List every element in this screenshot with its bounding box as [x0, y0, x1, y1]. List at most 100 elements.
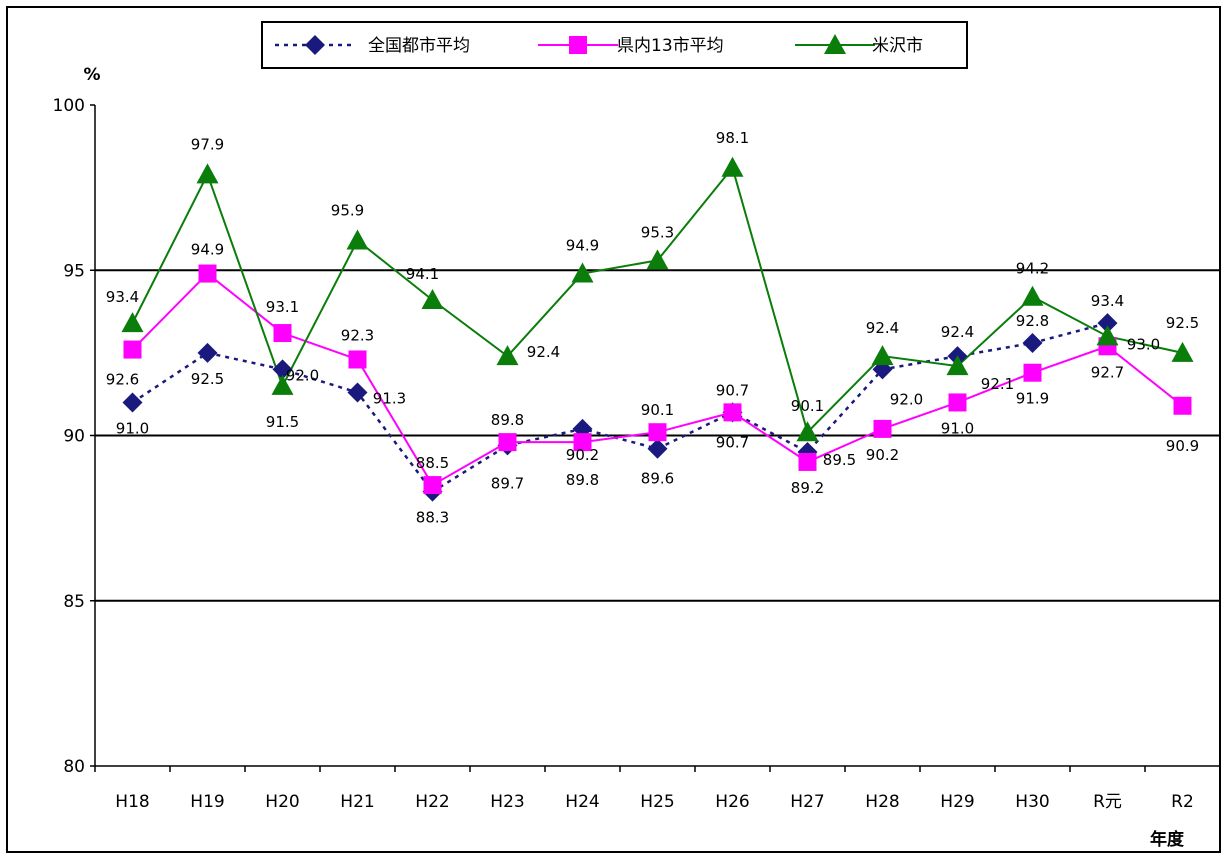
data-label: 92.4 — [866, 319, 899, 337]
data-label: 92.7 — [1091, 363, 1124, 381]
x-tick-label: H18 — [115, 792, 149, 812]
data-label: 94.2 — [1016, 260, 1049, 278]
data-label: 92.4 — [527, 343, 560, 361]
data-label: 97.9 — [191, 135, 224, 153]
data-label: 92.0 — [890, 390, 923, 408]
data-point-2 — [346, 229, 369, 250]
y-tick-label: 95 — [63, 261, 85, 281]
x-tick-label: R元 — [1093, 792, 1122, 812]
data-label: 89.6 — [641, 470, 674, 488]
data-point-1 — [948, 393, 967, 412]
data-label: 92.8 — [1016, 312, 1049, 330]
data-point-0 — [272, 359, 293, 380]
data-point-2 — [271, 374, 294, 395]
legend-label: 全国都市平均 — [368, 36, 470, 56]
legend-label: 米沢市 — [872, 36, 923, 56]
data-label: 91.9 — [1016, 390, 1049, 408]
data-label: 92.6 — [106, 371, 139, 389]
data-label: 90.1 — [791, 397, 824, 415]
data-label: 90.9 — [1166, 437, 1199, 455]
data-point-2 — [1171, 341, 1194, 362]
data-point-2 — [796, 421, 819, 442]
data-point-0 — [1097, 313, 1118, 334]
x-unit-label: 年度 — [1150, 829, 1185, 850]
data-point-1 — [573, 433, 592, 452]
data-label: 92.4 — [941, 323, 974, 341]
data-label: 89.2 — [791, 479, 824, 497]
data-label: 93.4 — [106, 288, 139, 306]
data-label: 92.1 — [981, 375, 1014, 393]
data-label: 92.3 — [341, 326, 374, 344]
data-label: 89.7 — [491, 474, 524, 492]
y-tick-label: 100 — [53, 96, 85, 116]
legend-marker-0 — [305, 35, 325, 55]
data-point-1 — [1173, 396, 1192, 415]
x-tick-label: H28 — [865, 792, 899, 812]
data-point-1 — [648, 423, 667, 442]
x-tick-label: H20 — [265, 792, 299, 812]
data-point-1 — [198, 264, 217, 283]
x-tick-label: H25 — [640, 792, 674, 812]
legend-marker-1 — [569, 36, 587, 54]
x-tick-label: H26 — [715, 792, 749, 812]
data-label: 90.2 — [866, 446, 899, 464]
data-label: 93.4 — [1091, 292, 1124, 310]
x-tick-label: H30 — [1015, 792, 1049, 812]
x-tick-label: H29 — [940, 792, 974, 812]
data-point-2 — [1021, 285, 1044, 306]
data-label: 89.8 — [566, 471, 599, 489]
data-point-0 — [347, 382, 368, 403]
y-tick-label: 85 — [63, 592, 85, 612]
x-tick-label: H27 — [790, 792, 824, 812]
data-label: 90.2 — [566, 446, 599, 464]
data-label: 94.1 — [406, 265, 439, 283]
data-label: 88.3 — [416, 509, 449, 527]
data-point-0 — [647, 438, 668, 459]
data-label: 90.7 — [716, 433, 749, 451]
data-point-1 — [123, 340, 142, 359]
x-tick-label: R2 — [1171, 792, 1194, 812]
data-label: 91.5 — [266, 413, 299, 431]
data-label: 95.9 — [331, 202, 364, 220]
data-label: 94.9 — [566, 237, 599, 255]
data-point-2 — [571, 262, 594, 283]
data-label: 91.0 — [116, 419, 149, 437]
data-label: 91.0 — [941, 419, 974, 437]
data-point-1 — [873, 419, 892, 438]
legend-label: 県内13市平均 — [617, 36, 724, 56]
data-point-2 — [121, 312, 144, 333]
data-label: 89.5 — [823, 451, 856, 469]
data-label: 93.0 — [1127, 335, 1160, 353]
data-point-1 — [498, 433, 517, 452]
data-point-1 — [1023, 363, 1042, 382]
data-point-1 — [348, 350, 367, 369]
x-tick-label: H23 — [490, 792, 524, 812]
data-point-0 — [122, 392, 143, 413]
data-point-0 — [197, 342, 218, 363]
data-label: 91.3 — [373, 390, 406, 408]
x-tick-label: H19 — [190, 792, 224, 812]
data-point-1 — [798, 452, 817, 471]
x-tick-label: H21 — [340, 792, 374, 812]
data-point-2 — [1096, 325, 1119, 346]
data-label: 94.9 — [191, 241, 224, 259]
data-point-2 — [721, 156, 744, 177]
data-label: 88.5 — [416, 454, 449, 472]
chart-frame — [6, 6, 1221, 853]
data-label: 93.1 — [266, 298, 299, 316]
data-point-1 — [723, 403, 742, 422]
data-point-2 — [196, 163, 219, 184]
legend-marker-2 — [824, 34, 846, 54]
data-label: 90.7 — [716, 381, 749, 399]
data-label: 92.0 — [286, 366, 319, 384]
series-line-0 — [131, 321, 1108, 494]
data-point-2 — [421, 288, 444, 309]
data-label: 98.1 — [716, 129, 749, 147]
y-unit-label: % — [83, 65, 100, 85]
data-label: 92.5 — [1166, 314, 1199, 332]
data-point-2 — [871, 345, 894, 366]
data-point-1 — [423, 476, 442, 495]
data-point-0 — [1022, 332, 1043, 353]
x-tick-label: H24 — [565, 792, 599, 812]
